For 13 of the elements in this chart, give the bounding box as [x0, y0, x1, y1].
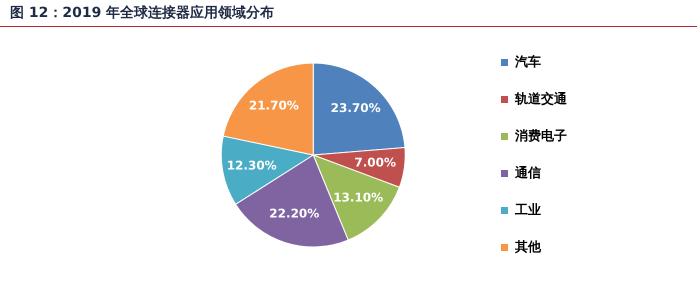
legend-label: 其他: [514, 240, 542, 255]
data-label: 12.30%: [226, 158, 277, 172]
data-label: 22.20%: [269, 206, 320, 221]
data-label: 13.10%: [333, 190, 384, 205]
legend-label: 汽车: [514, 54, 541, 70]
legend-label: 通信: [514, 164, 541, 181]
data-label: 7.00%: [354, 156, 396, 170]
legend-label: 工业: [514, 202, 541, 218]
data-label: 21.70%: [248, 98, 299, 113]
chart-title: 图 12：2019 年全球连接器应用领域分布: [10, 4, 274, 22]
legend-label: 消费电子: [514, 128, 567, 144]
data-label: 23.70%: [330, 101, 381, 116]
legend-label: 轨道交通: [514, 90, 568, 107]
